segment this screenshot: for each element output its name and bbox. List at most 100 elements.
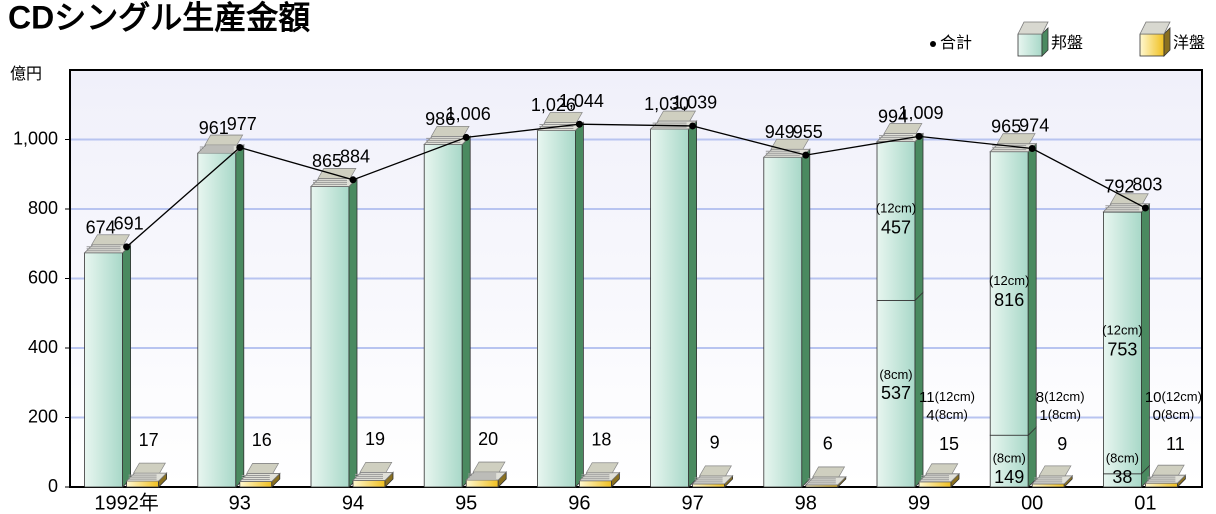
foreign-breakdown: 10(12cm) [1145, 389, 1202, 406]
value-label: 15 [939, 434, 959, 454]
bar-top-sheet [90, 234, 131, 246]
size-label: (8cm) [1106, 450, 1139, 465]
foreign-breakdown: 1(8cm) [1039, 407, 1081, 424]
value-label: 792 [1104, 177, 1134, 197]
x-tick-label: 94 [342, 492, 364, 514]
value: 11 [919, 389, 935, 406]
value-label: 18 [591, 429, 611, 449]
value-label: 986 [425, 109, 455, 129]
value-label: 16 [252, 430, 272, 450]
line-point [575, 120, 583, 128]
bar [579, 480, 612, 488]
size-label: (8cm) [1048, 407, 1081, 422]
value-label: 884 [340, 147, 370, 167]
bar-top-sheet [1038, 465, 1072, 477]
value-label: 977 [227, 114, 257, 134]
value-label: 1,044 [559, 91, 604, 111]
legend-label: 合計 [940, 34, 972, 52]
bar-top-sheet [472, 461, 506, 473]
y-unit: 億円 [10, 65, 42, 83]
bar [310, 186, 350, 488]
foreign-breakdown: 11(12cm) [919, 389, 975, 406]
value-label: 961 [199, 118, 229, 138]
x-tick-label: 00 [1021, 492, 1043, 514]
value-label: 9 [1057, 434, 1067, 454]
bar [423, 143, 463, 488]
value-label: 955 [793, 122, 823, 142]
value-label: 803 [1132, 175, 1162, 195]
value-label: 9 [710, 433, 720, 453]
x-tick-label: 01 [1134, 492, 1156, 514]
legend-swatch [1139, 33, 1165, 57]
segment-label: 753 [1107, 340, 1137, 360]
line [126, 123, 1146, 248]
bar-side [688, 120, 697, 488]
value-label: 17 [139, 430, 159, 450]
value-label: 994 [878, 106, 908, 126]
bar-top-sheet [996, 133, 1036, 145]
value: 0 [1153, 407, 1161, 424]
bar-top-sheet [132, 462, 166, 474]
line-point [1028, 145, 1036, 153]
x-tick-label: 95 [455, 492, 477, 514]
value-label: 1,009 [898, 103, 943, 123]
value-label: 6 [823, 434, 833, 454]
value-label: 1,030 [644, 94, 689, 114]
legend-swatch-side [1163, 27, 1171, 57]
value-label: 1,006 [446, 104, 491, 124]
bar-top-sheet [359, 461, 393, 473]
x-tick-label: 96 [568, 492, 590, 514]
legend-swatch-top [1017, 21, 1049, 35]
size-label: (12cm) [989, 273, 1029, 288]
bar-top-sheet [1151, 464, 1185, 476]
legend-marker [930, 41, 936, 47]
legend-label: 邦盤 [1051, 34, 1083, 52]
bar-side [801, 148, 811, 488]
segment-label: 816 [994, 290, 1024, 310]
bar-side [235, 144, 245, 488]
y-tick-label: 800 [28, 198, 58, 218]
bar [918, 481, 952, 488]
legend-swatch-top [1139, 21, 1171, 35]
bar-top-sheet [770, 138, 810, 150]
bar-top-sheet [430, 125, 470, 137]
y-tick-label: 600 [28, 267, 58, 287]
x-tick-label: 97 [681, 492, 703, 514]
bar [1145, 482, 1178, 488]
line-point [236, 143, 244, 151]
chart-title: CDシングル生産金額 [8, 0, 310, 35]
value-label: 949 [765, 122, 795, 142]
line-point [1141, 204, 1149, 212]
bar [1031, 483, 1065, 488]
bar-side [122, 243, 132, 488]
value: 1 [1039, 407, 1047, 424]
size-label: (8cm) [879, 367, 912, 382]
value: 10 [1145, 389, 1162, 406]
bar [650, 128, 689, 488]
bar-top-sheet [925, 463, 959, 475]
foreign-breakdown: 4(8cm) [926, 407, 968, 424]
value-label: 691 [114, 214, 144, 234]
bar [126, 480, 159, 488]
segment-label: 537 [881, 383, 911, 403]
bar-top-sheet [543, 112, 583, 123]
size-label: (8cm) [935, 407, 968, 422]
legend-label: 洋盤 [1173, 34, 1205, 52]
value-label: 674 [86, 218, 116, 238]
y-tick-label: 400 [28, 337, 58, 357]
x-tick-label: 98 [795, 492, 817, 514]
line-point [462, 133, 470, 141]
legend-swatch-side [1041, 27, 1049, 57]
value: 8 [1036, 389, 1044, 406]
size-label: (8cm) [993, 450, 1026, 465]
bar-segment [989, 151, 1029, 436]
value-label: 1,026 [531, 95, 576, 115]
value-label: 974 [1019, 115, 1049, 135]
segment-label: 149 [994, 467, 1024, 487]
bar [537, 130, 576, 488]
value-label: 11 [1166, 434, 1185, 454]
value-label: 19 [365, 429, 385, 449]
bar-top-sheet [585, 462, 619, 474]
bar-side [575, 121, 584, 488]
